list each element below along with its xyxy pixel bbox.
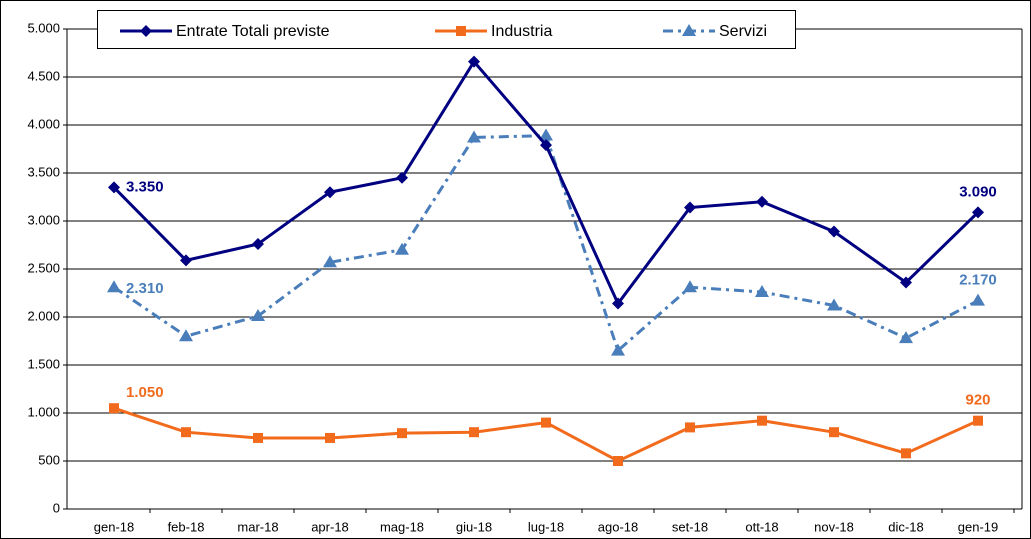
- marker: [684, 201, 696, 214]
- data-label: 2.170: [959, 272, 997, 289]
- y-tick-label: 3.500: [27, 164, 60, 179]
- y-tick-label: 3.000: [27, 212, 60, 227]
- y-tick-label: 4.000: [27, 116, 60, 131]
- x-tick-label: mag-18: [380, 519, 424, 534]
- data-label: 3.090: [959, 183, 997, 200]
- x-tick-label: lug-18: [528, 519, 564, 534]
- marker: [107, 280, 121, 293]
- legend-label: Industria: [491, 23, 552, 40]
- y-tick-label: 4.500: [27, 68, 60, 83]
- marker: [324, 186, 336, 199]
- y-tick-label: 0: [53, 500, 60, 515]
- marker: [971, 293, 985, 306]
- marker: [683, 280, 697, 293]
- marker: [325, 432, 335, 443]
- x-tick-label: ott-18: [745, 519, 778, 534]
- y-tick-label: 1.500: [27, 356, 60, 371]
- marker: [972, 206, 984, 219]
- marker: [829, 427, 839, 438]
- legend-label: Entrate Totali previste: [176, 23, 330, 40]
- marker: [756, 195, 768, 208]
- data-label: 1.050: [126, 384, 164, 401]
- x-tick-label: nov-18: [814, 519, 854, 534]
- legend-label: Servizi: [719, 23, 767, 40]
- marker: [396, 171, 408, 184]
- x-tick-label: gen-18: [94, 519, 134, 534]
- marker: [540, 139, 552, 152]
- marker: [467, 130, 481, 143]
- x-tick-label: mar-18: [237, 519, 278, 534]
- y-tick-label: 5.000: [27, 20, 60, 35]
- data-label: 2.310: [126, 280, 164, 297]
- marker: [827, 298, 841, 311]
- marker: [612, 297, 624, 310]
- marker: [755, 285, 769, 298]
- y-tick-label: 2.000: [27, 308, 60, 323]
- marker: [899, 331, 913, 344]
- y-tick-label: 2.500: [27, 260, 60, 275]
- x-tick-label: apr-18: [311, 519, 349, 534]
- x-tick-label: ago-18: [598, 519, 638, 534]
- marker: [685, 422, 695, 433]
- marker: [109, 403, 119, 414]
- marker: [682, 24, 696, 36]
- x-tick-label: giu-18: [456, 519, 492, 534]
- marker: [140, 25, 152, 37]
- marker: [901, 448, 911, 459]
- x-tick-label: dic-18: [888, 519, 923, 534]
- y-tick-label: 500: [38, 452, 60, 467]
- marker: [900, 276, 912, 289]
- marker: [611, 343, 625, 356]
- marker: [613, 456, 623, 466]
- x-tick-label: set-18: [672, 519, 708, 534]
- marker: [251, 309, 265, 322]
- data-label: 920: [965, 392, 990, 409]
- x-tick-label: gen-19: [958, 519, 998, 534]
- data-label: 3.350: [126, 178, 164, 195]
- marker: [253, 432, 263, 443]
- marker: [469, 427, 479, 438]
- marker: [181, 427, 191, 438]
- marker: [252, 238, 264, 251]
- marker: [468, 55, 480, 68]
- marker: [541, 417, 551, 428]
- marker: [180, 254, 192, 267]
- marker: [108, 181, 120, 194]
- marker: [973, 415, 983, 426]
- y-tick-label: 1.000: [27, 404, 60, 419]
- marker: [179, 329, 193, 342]
- marker: [323, 255, 337, 268]
- marker: [456, 26, 466, 36]
- marker: [757, 415, 767, 426]
- marker: [395, 242, 409, 255]
- marker: [539, 128, 553, 141]
- marker: [397, 428, 407, 439]
- x-tick-label: feb-18: [168, 519, 205, 534]
- marker: [828, 225, 840, 238]
